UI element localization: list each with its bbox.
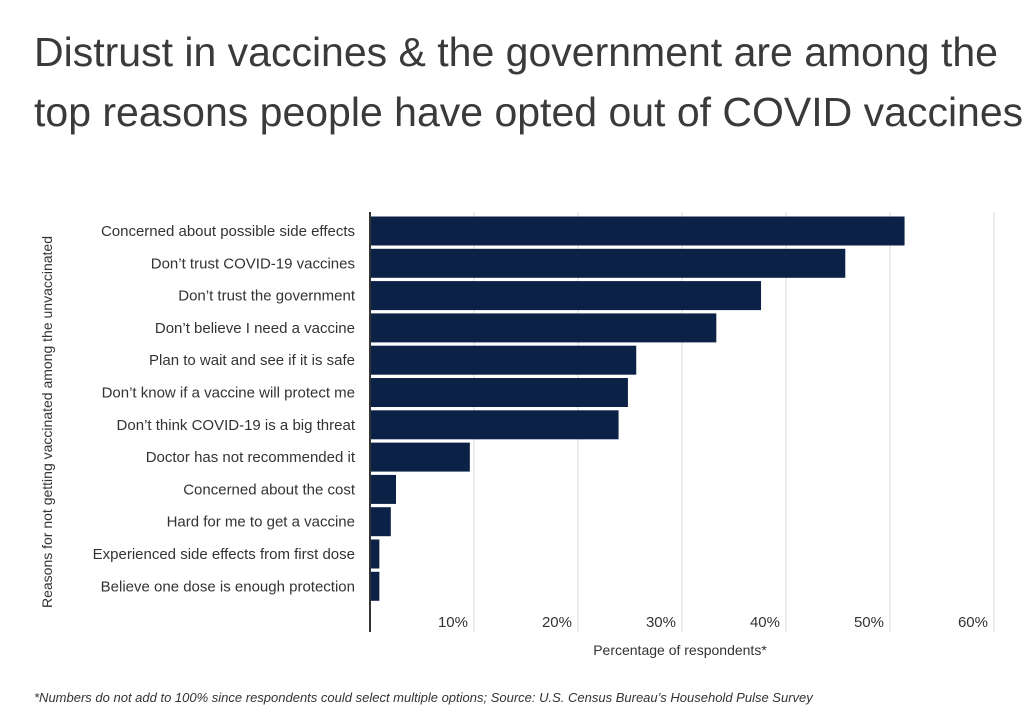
bar xyxy=(370,378,628,407)
bar xyxy=(370,216,905,246)
x-axis-label: Percentage of respondents* xyxy=(593,642,767,658)
chart-title-line-1: Distrust in vaccines & the government ar… xyxy=(34,29,998,75)
bar xyxy=(370,345,637,375)
category-label: Concerned about possible side effects xyxy=(101,223,355,240)
category-label: Believe one dose is enough protection xyxy=(101,578,355,595)
x-tick-labels: 10% 20% 30% 40% 50% 60% xyxy=(438,614,988,631)
x-tick-label: 60% xyxy=(958,614,988,631)
category-label: Don’t believe I need a vaccine xyxy=(155,320,355,337)
category-labels: Concerned about possible side effects Don… xyxy=(93,223,356,595)
x-tick-label: 30% xyxy=(646,614,676,631)
bar xyxy=(370,442,470,472)
bar xyxy=(370,474,396,504)
bar xyxy=(370,539,380,569)
category-label: Doctor has not recommended it xyxy=(146,449,356,466)
bar xyxy=(370,507,391,537)
x-tick-label: 40% xyxy=(750,614,780,631)
bar xyxy=(370,313,717,343)
bar xyxy=(370,248,846,278)
category-label: Don’t trust COVID-19 vaccines xyxy=(151,255,355,272)
bar xyxy=(370,281,762,311)
category-label: Don’t trust the government xyxy=(178,288,356,305)
category-label: Plan to wait and see if it is safe xyxy=(149,352,355,369)
category-label: Don’t think COVID-19 is a big threat xyxy=(117,417,356,434)
bar xyxy=(370,410,619,440)
x-tick-label: 20% xyxy=(542,614,572,631)
category-label: Concerned about the cost xyxy=(183,481,356,498)
x-tick-label: 10% xyxy=(438,614,468,631)
bar xyxy=(370,571,380,601)
bars xyxy=(370,216,905,601)
chart-title: Distrust in vaccines & the government ar… xyxy=(34,22,1024,142)
footnote: *Numbers do not add to 100% since respon… xyxy=(34,690,813,705)
category-label: Experienced side effects from first dose xyxy=(93,546,355,563)
category-label: Don’t know if a vaccine will protect me xyxy=(102,385,355,402)
chart-title-line-2: top reasons people have opted out of COV… xyxy=(34,89,1024,135)
x-tick-label: 50% xyxy=(854,614,884,631)
y-axis-label: Reasons for not getting vaccinated among… xyxy=(39,236,55,608)
category-label: Hard for me to get a vaccine xyxy=(167,514,355,531)
bar-chart: Concerned about possible side effects Don… xyxy=(39,212,995,658)
